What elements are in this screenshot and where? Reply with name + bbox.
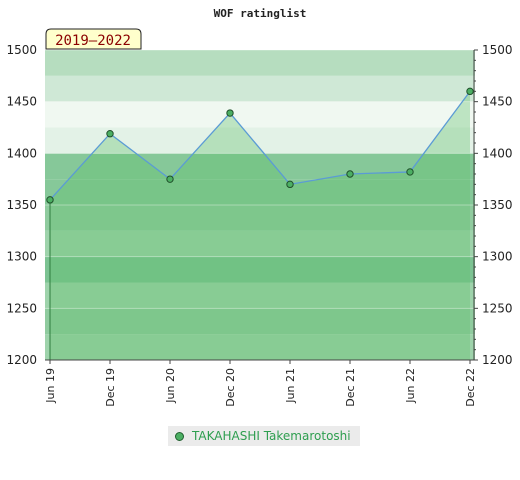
data-point xyxy=(466,87,474,96)
chart-title: WOF ratinglist xyxy=(214,7,307,20)
series-layer xyxy=(46,87,474,360)
y-tick-label-left: 1200 xyxy=(6,353,37,367)
y-axis-right: 1200 1250 1300 1350 1400 1450 1500 xyxy=(473,43,513,367)
y-tick-label-right: 1400 xyxy=(482,146,513,160)
area-layer xyxy=(50,91,470,360)
data-point xyxy=(166,175,174,183)
y-tick-label-left: 1500 xyxy=(6,43,37,57)
y-tick-label-left: 1300 xyxy=(6,250,37,264)
series-area xyxy=(50,91,470,360)
background-band xyxy=(45,230,475,257)
y-tick-label-right: 1250 xyxy=(482,301,513,315)
x-tick-label: Dec 21 xyxy=(344,368,357,407)
data-point xyxy=(286,180,294,189)
y-tick-label-right: 1450 xyxy=(482,95,513,109)
period-badge: 2019–2022 xyxy=(45,28,142,50)
background-band xyxy=(45,256,475,283)
background-band xyxy=(45,179,475,205)
y-tick-label-right: 1350 xyxy=(482,198,513,212)
background-band xyxy=(45,75,475,102)
x-tick-label: Jun 19 xyxy=(44,368,57,404)
data-point xyxy=(106,130,114,138)
legend-marker-icon xyxy=(175,431,184,441)
y-tick-label-left: 1450 xyxy=(6,95,37,109)
background-band xyxy=(45,334,475,360)
x-axis: Jun 19 Dec 19 Jun 20 Dec 20 Jun 21 Dec 21 Jun … xyxy=(44,359,477,407)
y-tick-label-right: 1300 xyxy=(482,250,513,264)
background-band xyxy=(45,50,475,76)
legend-label: TAKAHASHI Takemarotoshi xyxy=(192,429,351,443)
x-tick-label: Dec 19 xyxy=(104,368,117,407)
x-tick-label: Dec 22 xyxy=(464,368,477,407)
data-point xyxy=(406,168,414,176)
y-tick-label-right: 1500 xyxy=(482,43,513,57)
x-tick-label: Jun 22 xyxy=(404,368,417,404)
y-tick-label-left: 1350 xyxy=(6,198,37,212)
legend: TAKAHASHI Takemarotoshi xyxy=(168,426,360,446)
y-tick-label-right: 1200 xyxy=(482,353,513,367)
background-bands xyxy=(45,50,475,360)
y-tick-label-left: 1400 xyxy=(6,146,37,160)
background-band xyxy=(45,101,475,128)
period-label: 2019–2022 xyxy=(55,33,131,49)
x-tick-label: Jun 20 xyxy=(164,368,177,404)
x-tick-label: Dec 20 xyxy=(224,368,237,407)
background-band xyxy=(45,153,475,180)
data-point xyxy=(46,196,54,204)
background-band xyxy=(45,282,475,309)
data-point xyxy=(346,170,354,178)
series-line xyxy=(49,90,471,201)
data-point xyxy=(226,109,234,117)
y-tick-label-left: 1250 xyxy=(6,301,37,315)
period-badge-box xyxy=(45,28,142,50)
background-band xyxy=(45,308,475,335)
x-tick-label: Jun 21 xyxy=(284,368,297,404)
y-axis-left: 1200 1250 1300 1350 1400 1450 1500 xyxy=(6,43,37,367)
background-band xyxy=(45,205,475,231)
